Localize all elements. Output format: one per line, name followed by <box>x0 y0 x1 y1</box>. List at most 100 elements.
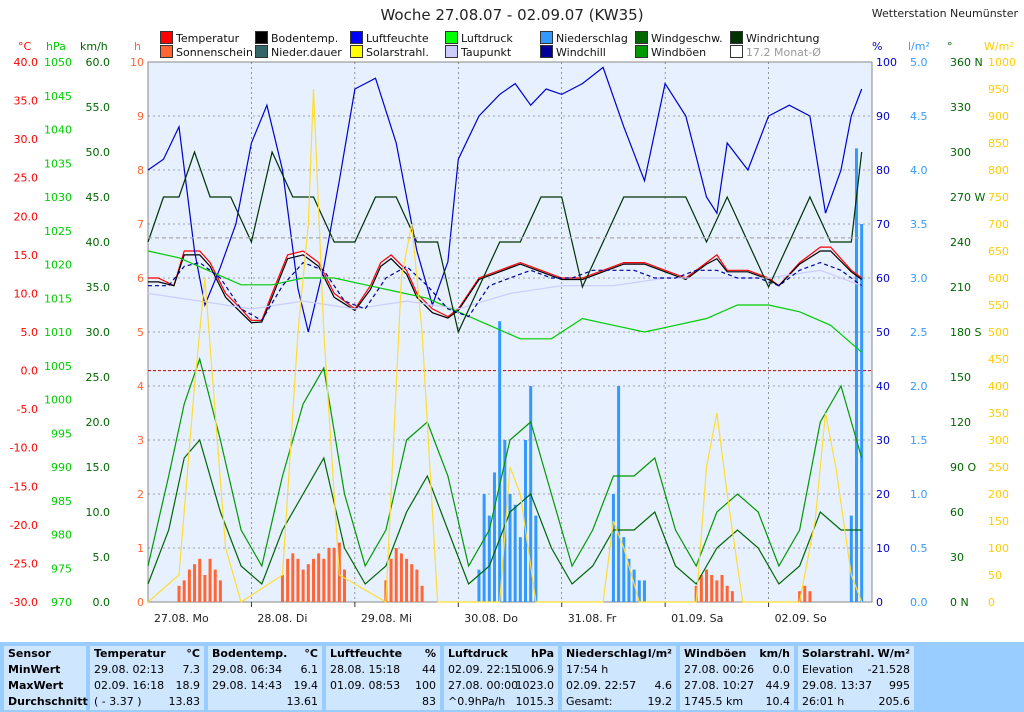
axis-tick-label-wm2: 150 <box>988 515 1009 528</box>
axis-tick-label-hpa: 1000 <box>44 394 72 407</box>
stats-col-unit: hPa <box>530 647 554 660</box>
bar-sonnenschein <box>415 569 419 602</box>
series-windrichtung <box>147 150 863 334</box>
stats-cell-value: 19.4 <box>293 679 319 692</box>
legend-swatch <box>255 45 268 58</box>
stats-cell-value: 4.6 <box>654 679 673 692</box>
legend-label: Windrichtung <box>746 32 820 45</box>
axis-tick-label-kmh: 30.0 <box>86 326 111 339</box>
stats-col-title: Temperatur <box>94 647 166 660</box>
series-windben <box>147 356 863 568</box>
legend-swatch <box>350 45 363 58</box>
axis-tick-label-hpa: 1020 <box>44 259 72 272</box>
stats-cell-value: 18.9 <box>175 679 201 692</box>
bar-sonnenschein <box>394 548 398 602</box>
legend-swatch <box>540 31 553 44</box>
axis-tick-label-hpa: 980 <box>51 529 72 542</box>
axis-tick-label-percent: 40 <box>876 380 890 393</box>
bar-sonnenschein <box>399 553 403 602</box>
bar-sonnenschein <box>699 575 703 602</box>
axis-tick-label-hours: 1 <box>137 542 144 555</box>
axis-tick-label-kmh: 40.0 <box>86 236 111 249</box>
axis-tick-label-wm2: 100 <box>988 542 1009 555</box>
bar-niederschlag <box>477 569 481 602</box>
axis-tick-label-temp: -10.0 <box>10 442 38 455</box>
bar-sonnenschein <box>296 558 300 602</box>
axis-tick-label-deg: 210 <box>950 281 971 294</box>
bar-niederschlag <box>617 386 621 602</box>
legend-label: Temperatur <box>176 32 240 45</box>
axis-tick-label-wm2: 800 <box>988 164 1009 177</box>
axis-tick-label-lm2: 4.5 <box>910 110 928 123</box>
legend-swatch <box>540 45 553 58</box>
bar-niederschlag <box>642 580 646 602</box>
legend-label: Windböen <box>651 46 707 59</box>
axis-tick-label-hpa: 1015 <box>44 292 72 305</box>
bar-niederschlag <box>611 494 615 602</box>
bar-sonnenschein <box>311 558 315 602</box>
stats-cell-value: 1006.9 <box>515 663 555 676</box>
stats-cell-label: 29.08. 13:37 <box>802 679 873 692</box>
series-windgeschw <box>147 438 862 586</box>
axis-tick-label-wm2: 850 <box>988 137 1009 150</box>
bar-sonnenschein <box>327 548 331 602</box>
axis-tick-label-hours: 8 <box>137 164 144 177</box>
stats-col-unit: °C <box>304 647 318 660</box>
stats-row-label: MaxWert <box>8 679 64 692</box>
bar-sonnenschein <box>317 553 321 602</box>
axis-tick-label-lm2: 3.0 <box>910 272 928 285</box>
stats-cell-value: 44.9 <box>765 679 791 692</box>
bar-niederschlag <box>622 537 626 602</box>
stats-column: Luftdruck hPa 02.09. 22:15 1006.9 27.08. 00:… <box>444 646 558 710</box>
bar-sonnenschein <box>808 591 812 602</box>
axis-tick-label-temp: 0.0 <box>21 365 39 378</box>
axis-tick-label-hpa: 970 <box>51 596 72 609</box>
axis-tick-label-temp: -25.0 <box>10 557 38 570</box>
axis-tick-label-wm2: 750 <box>988 191 1009 204</box>
axis-tick-label-hpa: 975 <box>51 562 72 575</box>
bar-sonnenschein <box>420 585 424 602</box>
x-tick-label: 01.09. Sa <box>671 612 723 625</box>
stats-cell-value: 13.83 <box>168 695 201 708</box>
axis-tick-label-hours: 2 <box>137 488 144 501</box>
axis-tick-label-deg: 330 <box>950 101 971 114</box>
legend-item: Temperatur <box>160 31 239 45</box>
axis-tick-label-hpa: 1030 <box>44 191 72 204</box>
weather-chart: 27.08. Mo 28.08. Di 29.08. Mi 30.08. Do 31.0… <box>10 56 1016 625</box>
bar-sonnenschein <box>343 569 347 602</box>
axis-tick-label-hpa: 1025 <box>44 225 72 238</box>
legend-swatch <box>730 31 743 44</box>
station-name: Wetterstation Neumünster <box>871 7 1018 20</box>
axis-tick-label-hours: 5 <box>137 326 144 339</box>
axis-tick-label-hours: 7 <box>137 218 144 231</box>
axis-tick-label-lm2: 4.0 <box>910 164 928 177</box>
stats-cell-value: 83 <box>422 695 436 708</box>
stats-cell-value: 205.6 <box>878 695 911 708</box>
legend-label: 17.2 Monat-Ø <box>746 46 821 59</box>
stats-col-unit: °C <box>186 647 200 660</box>
axis-tick-label-wm2: 300 <box>988 434 1009 447</box>
axis-tick-label-deg: 360 N <box>950 56 983 69</box>
axis-tick-label-percent: 0 <box>876 596 883 609</box>
axis-tick-label-wm2: 700 <box>988 218 1009 231</box>
axis-tick-label-wm2: 950 <box>988 83 1009 96</box>
stats-col-unit: km/h <box>759 647 790 660</box>
axis-tick-label-deg: 30 <box>950 551 964 564</box>
axis-tick-label-deg: 120 <box>950 416 971 429</box>
unit-temp: °C <box>18 40 32 53</box>
axis-tick-label-lm2: 1.5 <box>910 434 928 447</box>
unit-hpa: hPa <box>46 40 66 53</box>
stats-column: Temperatur °C 29.08. 02:13 7.3 02.09. 16:18 1… <box>90 646 204 710</box>
legend-swatch <box>635 31 648 44</box>
stats-cell-label: 28.08. 15:18 <box>330 663 401 676</box>
axis-tick-label-hours: 0 <box>137 596 144 609</box>
axis-tick-label-temp: 5.0 <box>21 326 39 339</box>
bar-sonnenschein <box>389 558 393 602</box>
stats-cell-label: 29.08. 02:13 <box>94 663 165 676</box>
legend-label: Windchill <box>556 46 606 59</box>
axis-tick-label-kmh: 10.0 <box>86 506 111 519</box>
chart-title: Woche 27.08.07 - 02.09.07 (KW35) <box>380 6 644 24</box>
stats-column: Bodentemp. °C 29.08. 06:34 6.1 29.08. 14:43 1… <box>208 646 322 710</box>
legend-item: Luftfeuchte <box>350 31 429 45</box>
axis-tick-label-kmh: 55.0 <box>86 101 111 114</box>
